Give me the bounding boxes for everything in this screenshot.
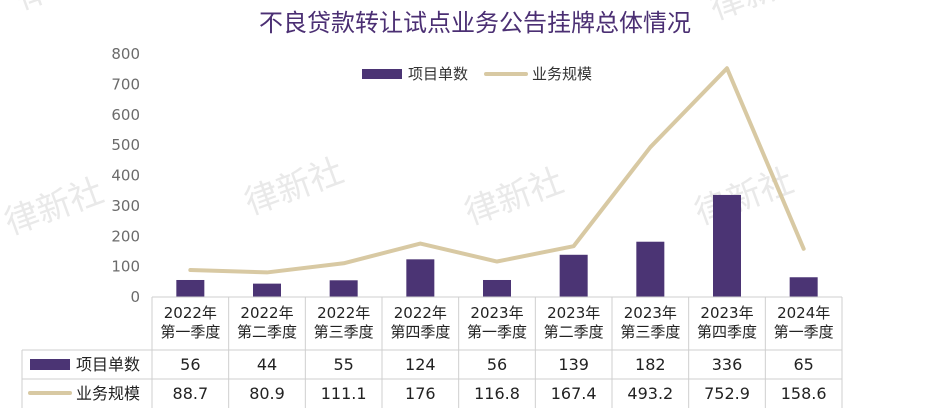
category-label: 2023年第二季度: [544, 304, 604, 341]
table-cell-bar-value: 182: [635, 355, 666, 374]
table-cell-line-value: 88.7: [173, 384, 209, 403]
legend-bar-swatch: [362, 69, 402, 79]
y-tick-label: 600: [111, 106, 140, 124]
business-scale-line: [188, 66, 806, 275]
bar-3: [329, 280, 358, 297]
y-axis: 0 100 200 300 400 500 600 700 800: [111, 45, 140, 306]
data-table: 2022年第一季度 2022年第二季度 2022年第三季度 2022年第四季度 2023…: [21, 296, 843, 408]
table-cell-line-value: 116.8: [474, 384, 520, 403]
category-label: 2024年第一季度: [774, 304, 834, 341]
table-cell-bar-value: 336: [712, 355, 743, 374]
category-label: 2023年第三季度: [620, 304, 680, 341]
line-series: [188, 66, 806, 275]
category-label: 2023年第四季度: [697, 304, 757, 341]
bar-5: [483, 279, 511, 297]
bar-7: [636, 241, 665, 297]
table-cell-bar-value: 56: [180, 355, 200, 374]
table-cell-line-value: 752.9: [704, 384, 750, 403]
table-cell-line-value: 176: [405, 384, 436, 403]
bar-1: [176, 279, 205, 297]
category-label: 2022年第二季度: [237, 304, 297, 341]
y-tick-label: 100: [111, 258, 140, 276]
bar-4: [406, 259, 435, 297]
y-tick-label: 200: [111, 227, 140, 245]
table-row-header-line: 业务规模: [76, 384, 140, 403]
y-tick-label: 700: [111, 75, 140, 93]
y-tick-label: 500: [111, 136, 140, 154]
table-cell-line-value: 493.2: [627, 384, 673, 403]
y-tick-label: 400: [111, 167, 140, 185]
table-cell-bar-value: 124: [405, 355, 436, 374]
table-cell-bar-value: 139: [558, 355, 589, 374]
watermark-text: 律新社: [704, 0, 814, 28]
table-cell-line-value: 167.4: [551, 384, 597, 403]
table-cell-line-value: 158.6: [781, 384, 827, 403]
watermark-text: 律新社: [239, 151, 349, 223]
legend-line-label: 业务规模: [532, 65, 592, 83]
table-cell-bar-value: 56: [487, 355, 507, 374]
category-label: 2023年第一季度: [467, 304, 527, 341]
bar-9: [789, 277, 818, 297]
table-row-header-bars: 项目单数: [76, 355, 140, 374]
legend-bar-label: 项目单数: [408, 65, 468, 83]
bar-2: [253, 283, 281, 297]
category-label: 2022年第四季度: [390, 304, 450, 341]
legend: 项目单数 业务规模: [362, 65, 592, 83]
table-cell-line-value: 111.1: [321, 384, 367, 403]
y-tick-label: 300: [111, 197, 140, 215]
watermark-text: 律新社: [0, 171, 109, 243]
watermark-text: 律新社: [459, 161, 569, 233]
table-cell-bar-value: 55: [333, 355, 353, 374]
category-label: 2022年第三季度: [314, 304, 374, 341]
table-bar-swatch: [30, 359, 70, 370]
bar-series: [176, 194, 818, 297]
y-tick-label: 800: [111, 45, 140, 63]
table-cell-line-value: 80.9: [249, 384, 285, 403]
bar-8: [713, 194, 741, 297]
y-tick-label: 0: [130, 288, 140, 306]
category-label: 2022年第一季度: [160, 304, 220, 341]
chart-title: 不良贷款转让试点业务公告挂牌总体情况: [259, 9, 691, 37]
table-cell-bar-value: 65: [793, 355, 813, 374]
watermark-text: 律新社: [9, 0, 119, 18]
bar-6: [559, 254, 588, 297]
table-cell-bar-value: 44: [257, 355, 277, 374]
